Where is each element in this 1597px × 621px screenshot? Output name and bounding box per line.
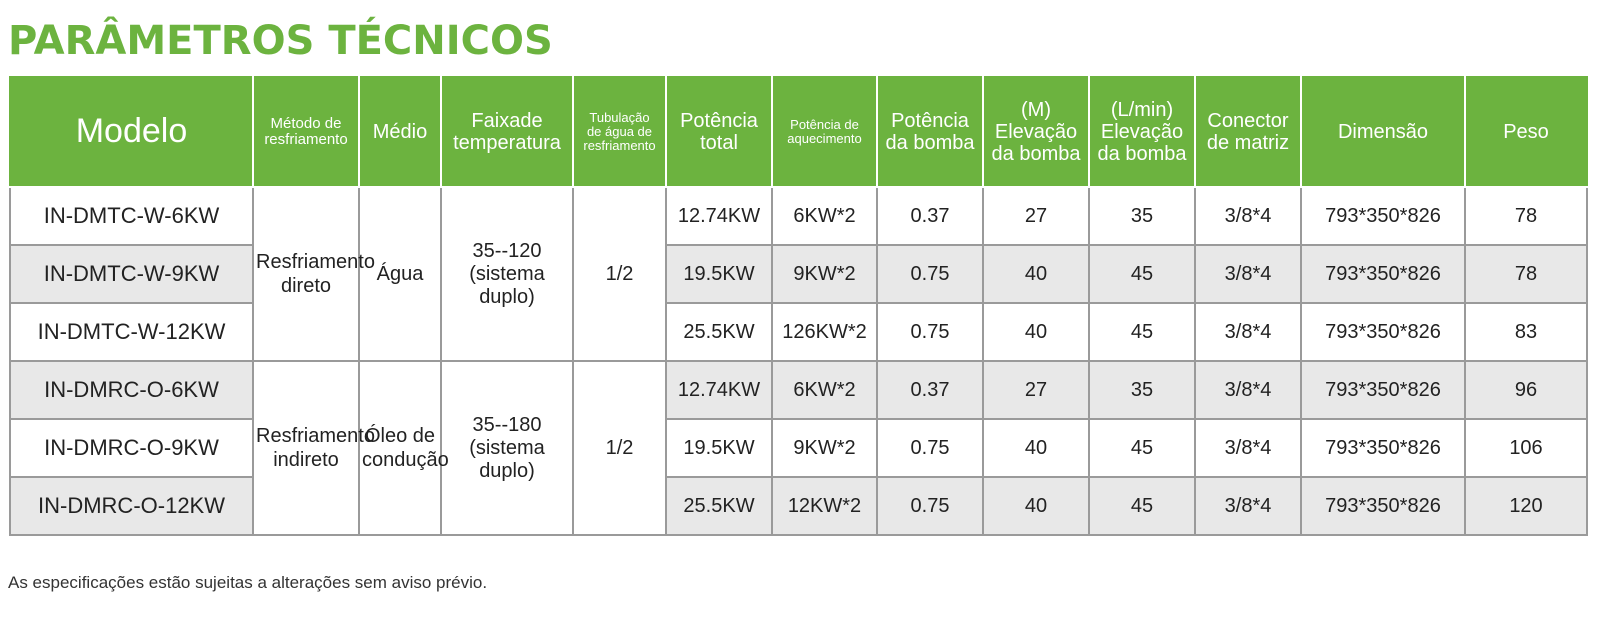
cell-metodo-resfriamento: Resfriamento indireto — [252, 360, 375, 536]
cell-potencia-aquecimento: 6KW*2 — [771, 186, 878, 246]
cell-conector: 3/8*4 — [1194, 476, 1302, 536]
cell-dimensao: 793*350*826 — [1300, 476, 1466, 536]
cell-elevacao-lmin: 45 — [1088, 418, 1196, 478]
cell-potencia-bomba: 0.75 — [876, 476, 984, 536]
disclaimer-note: As especificações estão sujeitas a alter… — [8, 573, 488, 592]
header-faixa-temperatura: Faixade temperatura — [440, 76, 574, 188]
cell-peso: 120 — [1464, 476, 1588, 536]
header-modelo: Modelo — [9, 76, 254, 188]
cell-dimensao: 793*350*826 — [1300, 302, 1466, 362]
cell-modelo: IN-DMTC-W-6KW — [9, 186, 254, 246]
cell-potencia-aquecimento: 9KW*2 — [771, 244, 878, 304]
cell-elevacao-m: 40 — [982, 302, 1090, 362]
header-row: Modelo Método de resfriamento Médio Faixa… — [9, 76, 1588, 188]
page-title: PARÂMETROS TÉCNICOS — [8, 18, 553, 64]
cell-tubulacao: 1/2 — [572, 360, 667, 536]
cell-conector: 3/8*4 — [1194, 186, 1302, 246]
cell-conector: 3/8*4 — [1194, 418, 1302, 478]
header-elevacao-m: (M) Elevação da bomba — [982, 76, 1090, 188]
cell-elevacao-lmin: 45 — [1088, 244, 1196, 304]
cell-conector: 3/8*4 — [1194, 244, 1302, 304]
cell-modelo: IN-DMTC-W-12KW — [9, 302, 254, 362]
cell-elevacao-lmin: 35 — [1088, 186, 1196, 246]
cell-peso: 106 — [1464, 418, 1588, 478]
cell-modelo: IN-DMRC-O-12KW — [9, 476, 254, 536]
cell-peso: 83 — [1464, 302, 1588, 362]
cell-peso: 96 — [1464, 360, 1588, 420]
cell-potencia-bomba: 0.75 — [876, 244, 984, 304]
cell-peso: 78 — [1464, 244, 1588, 304]
cell-elevacao-m: 27 — [982, 360, 1090, 420]
header-peso: Peso — [1464, 76, 1588, 188]
table-row: IN-DMTC-W-6KW Resfriamento direto Água 35… — [9, 186, 1588, 362]
cell-elevacao-m: 27 — [982, 186, 1090, 246]
cell-potencia-total: 19.5KW — [665, 418, 773, 478]
header-potencia-aquecimento: Potência de aquecimento — [771, 76, 878, 188]
cell-potencia-total: 19.5KW — [665, 244, 773, 304]
header-potencia-total: Potência total — [665, 76, 773, 188]
cell-potencia-aquecimento: 9KW*2 — [771, 418, 878, 478]
cell-conector: 3/8*4 — [1194, 302, 1302, 362]
table-row: IN-DMTC-W-9KW 19.5KW 9KW*2 0.75 40 45 3/… — [9, 244, 1588, 304]
header-metodo-resfriamento: Método de resfriamento — [252, 76, 360, 188]
cell-peso: 78 — [1464, 186, 1588, 246]
cell-elevacao-lmin: 35 — [1088, 360, 1196, 420]
cell-elevacao-m: 40 — [982, 476, 1090, 536]
header-elevacao-lmin: (L/min) Elevação da bomba — [1088, 76, 1196, 188]
header-dimensao: Dimensão — [1300, 76, 1466, 188]
cell-potencia-bomba: 0.37 — [876, 186, 984, 246]
table-row: IN-DMTC-W-12KW 25.5KW 126KW*2 0.75 40 45… — [9, 302, 1588, 362]
cell-potencia-bomba: 0.37 — [876, 360, 984, 420]
cell-modelo: IN-DMRC-O-9KW — [9, 418, 254, 478]
cell-potencia-total: 25.5KW — [665, 302, 773, 362]
cell-potencia-bomba: 0.75 — [876, 418, 984, 478]
cell-potencia-aquecimento: 6KW*2 — [771, 360, 878, 420]
spec-table: Modelo Método de resfriamento Médio Faixa… — [9, 76, 1588, 536]
header-medio: Médio — [358, 76, 442, 188]
cell-potencia-total: 12.74KW — [665, 186, 773, 246]
cell-potencia-aquecimento: 126KW*2 — [771, 302, 878, 362]
cell-elevacao-lmin: 45 — [1088, 476, 1196, 536]
cell-elevacao-m: 40 — [982, 418, 1090, 478]
cell-modelo: IN-DMTC-W-9KW — [9, 244, 254, 304]
table-row: IN-DMRC-O-12KW 25.5KW 12KW*2 0.75 40 45 … — [9, 476, 1588, 536]
cell-dimensao: 793*350*826 — [1300, 360, 1466, 420]
cell-potencia-aquecimento: 12KW*2 — [771, 476, 878, 536]
header-conector-matriz: Conector de matriz — [1194, 76, 1302, 188]
cell-elevacao-lmin: 45 — [1088, 302, 1196, 362]
header-potencia-bomba: Potência da bomba — [876, 76, 984, 188]
cell-elevacao-m: 40 — [982, 244, 1090, 304]
cell-faixa-temperatura: 35--120 (sistema duplo) — [440, 186, 574, 362]
cell-modelo: IN-DMRC-O-6KW — [9, 360, 254, 420]
cell-potencia-total: 25.5KW — [665, 476, 773, 536]
cell-faixa-temperatura: 35--180 (sistema duplo) — [440, 360, 574, 536]
cell-dimensao: 793*350*826 — [1300, 244, 1466, 304]
cell-dimensao: 793*350*826 — [1300, 186, 1466, 246]
cell-medio: Óleo de condução — [358, 360, 449, 536]
cell-metodo-resfriamento: Resfriamento direto — [252, 186, 375, 362]
cell-dimensao: 793*350*826 — [1300, 418, 1466, 478]
cell-potencia-total: 12.74KW — [665, 360, 773, 420]
table-row: IN-DMRC-O-6KW Resfriamento indireto Óleo … — [9, 360, 1588, 536]
cell-medio: Água — [358, 186, 442, 362]
cell-tubulacao: 1/2 — [572, 186, 667, 362]
header-tubulacao: Tubulação de água de resfriamento — [572, 76, 667, 188]
cell-conector: 3/8*4 — [1194, 360, 1302, 420]
table-row: IN-DMRC-O-9KW 19.5KW 9KW*2 0.75 40 45 3/… — [9, 418, 1588, 478]
cell-potencia-bomba: 0.75 — [876, 302, 984, 362]
